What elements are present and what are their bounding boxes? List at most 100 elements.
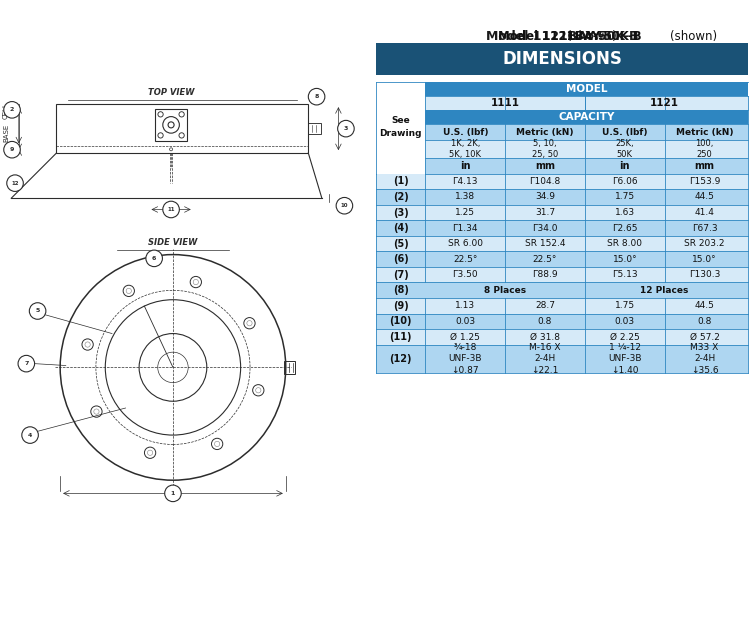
Text: Metric (kN): Metric (kN) [676,128,733,137]
Text: 5: 5 [35,309,40,313]
Text: (9): (9) [393,301,408,311]
FancyBboxPatch shape [426,140,748,158]
Text: 0.8: 0.8 [538,317,552,326]
Text: SR 8.00: SR 8.00 [608,239,642,248]
Circle shape [22,427,38,443]
Text: Г104.8: Г104.8 [529,177,561,186]
Text: (11): (11) [390,332,412,342]
FancyBboxPatch shape [376,236,748,251]
Text: mm: mm [695,161,714,171]
Circle shape [308,88,325,105]
Text: 5, 10,
25, 50: 5, 10, 25, 50 [532,139,558,159]
FancyBboxPatch shape [426,96,748,111]
Text: Г2.65: Г2.65 [612,223,638,233]
Text: mm: mm [535,161,555,171]
Circle shape [163,201,179,218]
Text: 7: 7 [24,361,29,366]
FancyBboxPatch shape [376,267,748,282]
Text: 44.5: 44.5 [695,192,714,202]
Text: SR 6.00: SR 6.00 [447,239,483,248]
Text: M-16 X
2-4H
↓22.1: M-16 X 2-4H ↓22.1 [529,343,561,374]
Text: Model 1121BAY-50K-B: Model 1121BAY-50K-B [486,30,638,43]
Text: 1.75: 1.75 [614,301,635,310]
Text: 15.0°: 15.0° [612,254,637,264]
FancyBboxPatch shape [426,124,748,140]
Text: (7): (7) [393,270,408,280]
FancyBboxPatch shape [376,220,748,236]
FancyBboxPatch shape [376,205,748,220]
Text: (1): (1) [393,177,408,187]
Text: Г5.13: Г5.13 [612,270,638,279]
Circle shape [338,121,354,137]
Bar [308,123,321,134]
Text: Metric (kN): Metric (kN) [517,128,574,137]
Text: 22.5°: 22.5° [533,254,557,264]
Text: 1.63: 1.63 [614,208,635,217]
Text: 28.7: 28.7 [535,301,555,310]
Text: U.S. (lbf): U.S. (lbf) [442,128,488,137]
Text: 11: 11 [168,207,174,212]
Text: TOP VIEW: TOP VIEW [148,88,194,98]
Text: Ø 1.25: Ø 1.25 [450,332,481,341]
FancyBboxPatch shape [376,329,748,345]
Bar [155,109,187,141]
Text: (2): (2) [393,192,408,202]
Text: 10: 10 [341,203,348,208]
Text: 12 Places: 12 Places [641,285,689,295]
FancyBboxPatch shape [426,82,748,96]
Text: BASE: BASE [3,123,9,142]
Text: 100,
250: 100, 250 [696,139,714,159]
Text: 44.5: 44.5 [695,301,714,310]
Text: in: in [620,161,630,171]
Circle shape [4,101,20,118]
Text: (3): (3) [393,208,408,218]
Text: 0.03: 0.03 [455,317,475,326]
Text: (10): (10) [390,317,412,327]
Text: 8 Places: 8 Places [484,285,526,295]
Text: 1.75: 1.75 [614,192,635,202]
Text: Г3.50: Г3.50 [453,270,478,279]
Text: 2: 2 [10,108,14,113]
Text: (5): (5) [393,239,408,249]
Text: CAPACITY: CAPACITY [559,113,615,123]
Circle shape [7,175,23,192]
Circle shape [18,355,35,372]
Text: 41.4: 41.4 [695,208,714,217]
Circle shape [4,141,20,158]
Text: (shown): (shown) [507,30,617,43]
Text: 1.38: 1.38 [455,192,475,202]
Text: 0.8: 0.8 [697,317,711,326]
Text: 12: 12 [11,180,19,185]
FancyBboxPatch shape [376,251,748,267]
FancyBboxPatch shape [376,345,748,373]
FancyBboxPatch shape [426,111,748,124]
FancyBboxPatch shape [376,313,748,329]
Text: Ø 2.25: Ø 2.25 [610,332,640,341]
Text: M33 X
2-4H
↓35.6: M33 X 2-4H ↓35.6 [690,343,719,374]
Text: 9: 9 [10,147,14,152]
Text: 0.03: 0.03 [614,317,635,326]
Text: (6): (6) [393,254,408,264]
Text: 3: 3 [344,126,348,131]
Text: 1K, 2K,
5K, 10K: 1K, 2K, 5K, 10K [449,139,481,159]
Text: DIMENSIONS: DIMENSIONS [502,50,622,68]
Bar [284,361,295,374]
Text: Г153.9: Г153.9 [689,177,720,186]
Text: 1.25: 1.25 [455,208,475,217]
Text: Г6.06: Г6.06 [612,177,638,186]
FancyBboxPatch shape [376,43,748,75]
Text: 34.9: 34.9 [535,192,555,202]
Text: ¾-18
UNF-3B
↓0.87: ¾-18 UNF-3B ↓0.87 [448,343,482,374]
Text: Г34.0: Г34.0 [532,223,558,233]
Circle shape [336,197,353,214]
FancyBboxPatch shape [376,189,748,205]
Text: CELL: CELL [3,103,9,119]
Text: 1111: 1111 [490,98,520,108]
Text: Г67.3: Г67.3 [692,223,717,233]
Text: 15.0°: 15.0° [693,254,717,264]
FancyBboxPatch shape [376,298,748,313]
Text: Г4.13: Г4.13 [453,177,478,186]
Circle shape [165,485,181,501]
Text: in: in [460,161,471,171]
Text: 6: 6 [152,256,156,261]
